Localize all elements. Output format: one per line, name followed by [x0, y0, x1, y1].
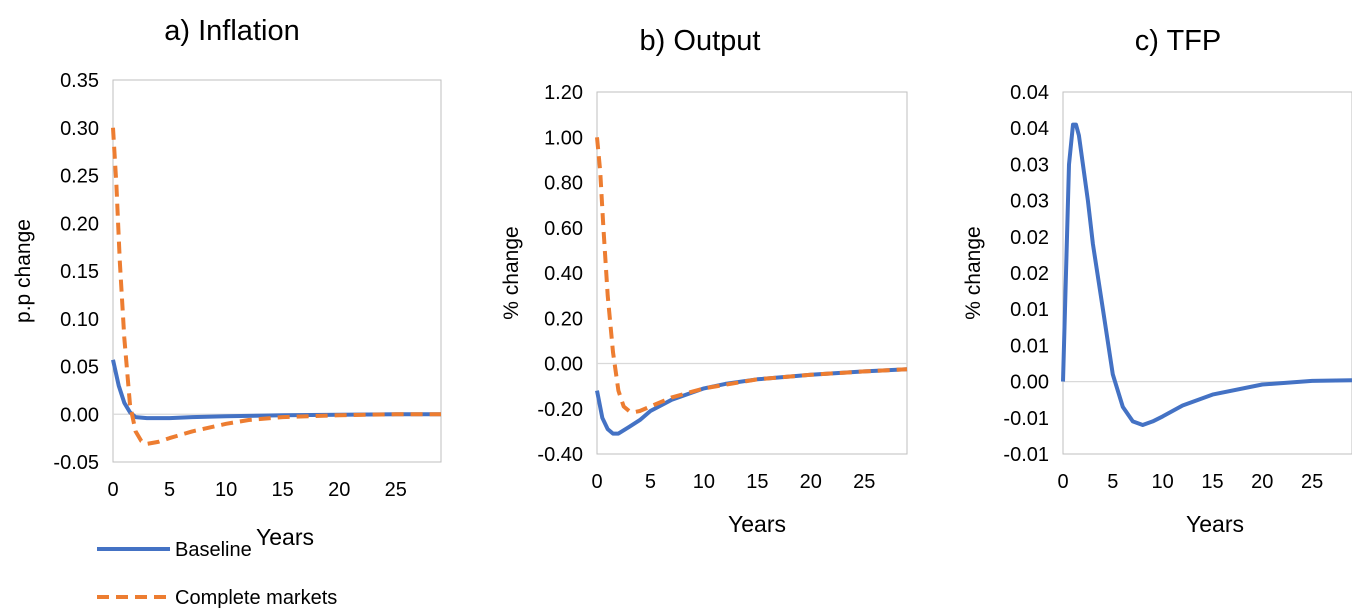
y-axis-label: p.p change — [12, 219, 35, 323]
plot-area-border — [596, 91, 908, 455]
y-tick-label: 0.20 — [60, 213, 99, 235]
y-tick-label: 0.80 — [544, 173, 583, 195]
legend-label: Complete markets — [175, 587, 337, 608]
x-tick-label: 10 — [693, 471, 715, 493]
x-tick-label: 25 — [853, 471, 875, 493]
series-line-complete-markets — [111, 127, 441, 446]
y-tick-label: 0.00 — [1010, 372, 1049, 394]
y-tick-label: -0.05 — [53, 452, 99, 474]
chart-panel-3: c) TFP -0.01 -0.01 0.00 0.01 0.01 0.02 0.02 0.03… — [962, 25, 1352, 537]
y-tick-label: 0.02 — [1010, 263, 1049, 285]
series-line-baseline — [1061, 122, 1352, 427]
legend: Baseline Complete markets — [97, 539, 337, 608]
x-tick-label: 15 — [1201, 471, 1223, 493]
x-axis-label: Years — [256, 524, 314, 550]
y-tick-label: -0.01 — [1003, 408, 1049, 430]
x-tick-label: 20 — [1251, 471, 1273, 493]
x-tick-label: 20 — [328, 479, 350, 501]
y-tick-label: 0.30 — [60, 118, 99, 140]
chart-title: b) Output — [640, 25, 761, 57]
chart-title: a) Inflation — [164, 15, 299, 47]
chart-panel-2: b) Output -0.40 -0.20 0.00 0.20 0.40 0.60 0.80 1… — [500, 25, 908, 537]
x-tick-label: 0 — [1057, 471, 1068, 493]
y-tick-label: 0.03 — [1010, 154, 1049, 176]
y-tick-label: 0.03 — [1010, 191, 1049, 213]
series-line-complete-markets — [595, 137, 908, 415]
y-axis-label: % change — [962, 226, 985, 319]
chart-panel-1: a) Inflation -0.05 0.00 0.05 0.10 0.15 0.20 0.2… — [12, 15, 442, 550]
chart-title: c) TFP — [1135, 25, 1221, 57]
y-tick-label: 0.04 — [1010, 118, 1049, 140]
y-tick-label: 0.25 — [60, 166, 99, 188]
y-tick-label: 0.60 — [544, 218, 583, 240]
y-tick-label: 1.20 — [544, 82, 583, 104]
plot-area-border — [1062, 91, 1352, 455]
x-tick-label: 5 — [1107, 471, 1118, 493]
y-tick-label: 0.01 — [1010, 299, 1049, 321]
y-tick-label: 0.02 — [1010, 227, 1049, 249]
y-tick-label: 0.00 — [544, 354, 583, 376]
y-tick-label: 0.01 — [1010, 335, 1049, 357]
x-tick-label: 25 — [385, 479, 407, 501]
y-tick-label: 0.15 — [60, 261, 99, 283]
y-tick-label: 0.04 — [1010, 82, 1049, 104]
y-tick-label: -0.40 — [537, 444, 583, 466]
y-tick-label: -0.01 — [1003, 444, 1049, 466]
y-tick-label: -0.20 — [537, 399, 583, 421]
x-tick-label: 15 — [272, 479, 294, 501]
x-axis-label: Years — [1186, 511, 1244, 537]
x-tick-label: 0 — [591, 471, 602, 493]
x-tick-label: 25 — [1301, 471, 1323, 493]
y-tick-label: 0.10 — [60, 309, 99, 331]
x-tick-label: 10 — [215, 479, 237, 501]
y-tick-label: 0.20 — [544, 308, 583, 330]
y-tick-label: 1.00 — [544, 127, 583, 149]
x-tick-label: 5 — [164, 479, 175, 501]
x-tick-label: 15 — [746, 471, 768, 493]
x-tick-label: 0 — [107, 479, 118, 501]
y-axis-label: % change — [500, 226, 523, 319]
plot-area-border — [112, 79, 442, 463]
x-tick-label: 5 — [645, 471, 656, 493]
y-tick-label: 0.40 — [544, 263, 583, 285]
legend-label: Baseline — [175, 539, 252, 561]
x-axis-label: Years — [728, 511, 786, 537]
x-tick-label: 10 — [1152, 471, 1174, 493]
y-tick-label: 0.00 — [60, 404, 99, 426]
y-tick-label: 0.35 — [60, 70, 99, 92]
y-tick-label: 0.05 — [60, 357, 99, 379]
series-line-baseline — [111, 359, 441, 421]
x-tick-label: 20 — [800, 471, 822, 493]
